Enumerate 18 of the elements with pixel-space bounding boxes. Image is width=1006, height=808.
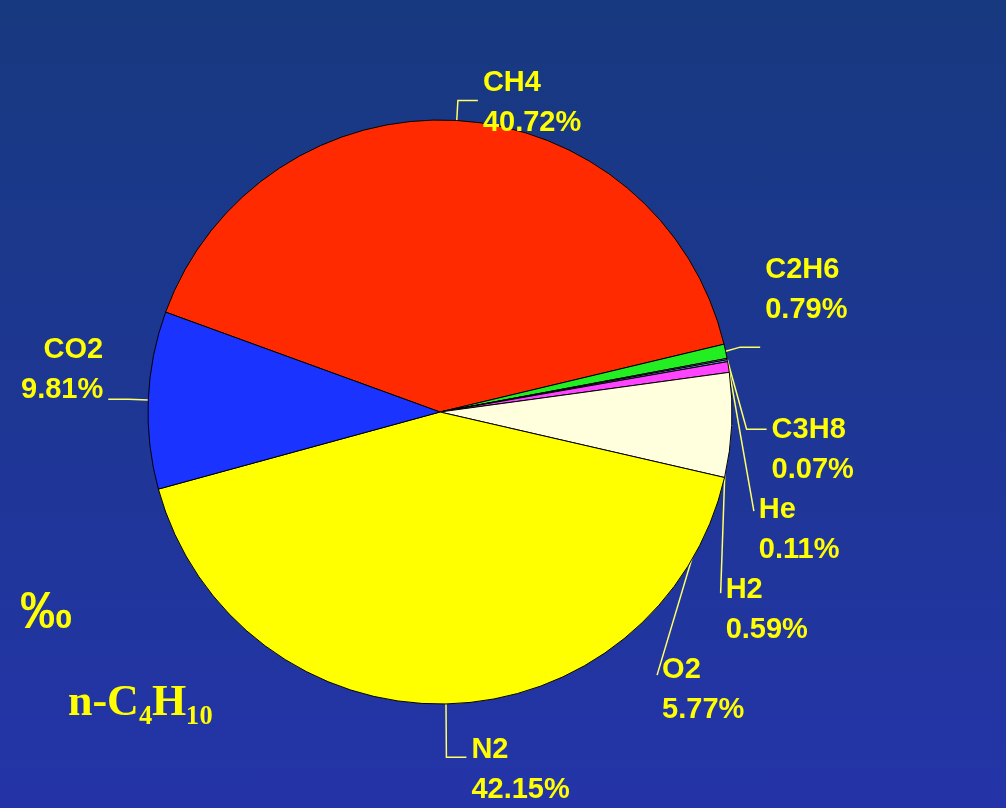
slice-label: O2 [662,652,701,684]
slice-label: He [758,492,796,524]
data-label: 42.15% [471,772,570,804]
slice-label: C2H6 [765,252,840,284]
slice-label: CH4 [482,64,541,97]
slice-label: H2 [725,572,763,604]
text: n-C₄H₁₀ [68,675,213,726]
slice-label: C3H8 [771,412,846,444]
slice-label: CO2 [43,332,104,364]
data-label: 5.77% [662,692,745,724]
data-label: 0.79% [765,292,848,324]
data-label: 9.81% [21,372,104,404]
data-label: 0.59% [725,612,809,644]
data-label: 0.07% [771,452,855,484]
text: ‰ [20,580,72,640]
data-label: 0.11% [758,532,840,564]
data-label: 40.72% [482,104,582,137]
slice-label: N2 [471,732,509,764]
